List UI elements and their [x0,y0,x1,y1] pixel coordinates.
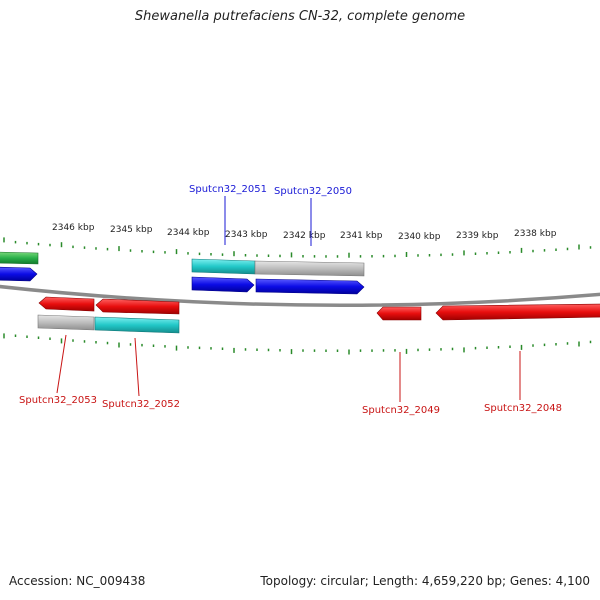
kbp-label: 2340 kbp [398,232,441,242]
feature-gray-block[interactable] [254,260,365,277]
gene-label[interactable]: Sputcn32_2052 [102,399,180,410]
kbp-label: 2341 kbp [340,231,383,241]
gene-label[interactable]: Sputcn32_2053 [19,395,97,406]
kbp-label: 2344 kbp [167,228,210,238]
kbp-label: 2339 kbp [456,231,499,241]
gene-label-leaders [56,196,521,402]
scale-ticks-top [3,237,592,258]
gene-label[interactable]: Sputcn32_2049 [362,405,440,416]
reverse-cds[interactable] [95,298,180,315]
forward-cds[interactable] [0,266,38,282]
forward-cds[interactable] [255,278,365,295]
scale-labels: 2346 kbp 2345 kbp 2344 kbp 2343 kbp 2342… [52,223,557,242]
leader-line [56,334,67,394]
kbp-label: 2346 kbp [52,223,95,233]
feature-track-upper [0,251,365,295]
gene-label[interactable]: Sputcn32_2050 [274,186,352,197]
kbp-label: 2345 kbp [110,225,153,235]
feature-cyan-block[interactable] [94,316,180,334]
feature-track-lower [37,296,600,334]
forward-cds[interactable] [191,276,255,293]
accession-text: Accession: NC_009438 [9,574,146,588]
kbp-label: 2338 kbp [514,229,557,239]
genome-summary-text: Topology: circular; Length: 4,659,220 bp… [260,574,590,588]
rna-feature[interactable] [0,251,39,265]
feature-cyan-block[interactable] [191,258,256,275]
gene-labels: Sputcn32_2051 Sputcn32_2050 Sputcn32_205… [19,184,562,416]
reverse-cds[interactable] [376,306,422,321]
gene-label[interactable]: Sputcn32_2051 [189,184,267,195]
kbp-label: 2343 kbp [225,230,268,240]
feature-gray-block[interactable] [37,314,95,331]
leader-line [134,337,140,397]
reverse-cds[interactable] [435,303,600,321]
genome-title: Shewanella putrefaciens CN-32, complete … [134,9,466,24]
reverse-cds[interactable] [38,296,95,312]
genome-backbone [0,284,600,308]
kbp-label: 2342 kbp [283,231,326,241]
gene-label[interactable]: Sputcn32_2048 [484,403,562,414]
scale-ticks-bottom [3,333,592,355]
